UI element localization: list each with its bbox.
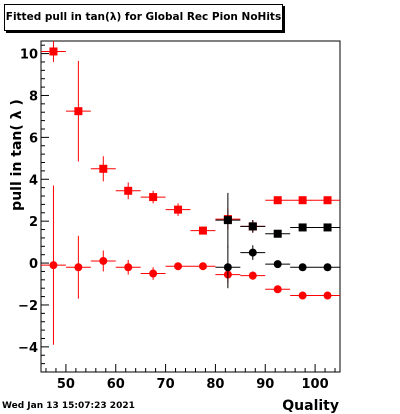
square-marker [323,196,332,205]
series-2 [41,185,340,345]
x-tick-label: 100 [302,377,329,392]
square-marker [323,223,332,232]
circle-marker [298,263,307,272]
square-marker [124,186,133,195]
chart-title: Fitted pull in tan(λ) for Global Rec Pio… [5,11,282,23]
x-tick-label: 70 [157,377,175,392]
y-tick-label: 4 [29,173,38,188]
circle-marker [323,263,332,272]
circle-marker [323,291,332,300]
x-tick-label: 80 [206,377,224,392]
square-marker [223,216,232,225]
series-0 [41,41,340,235]
y-tick-label: −4 [18,341,38,356]
y-axis-label: pull in tan( λ ) [9,99,25,211]
square-marker [298,223,307,232]
square-marker [174,205,183,214]
x-tick-label: 90 [256,377,274,392]
square-marker [49,47,58,56]
y-tick-label: −2 [18,299,38,314]
circle-marker [174,262,183,271]
circle-marker [149,269,158,278]
circle-marker [273,285,282,294]
square-marker [149,193,158,202]
x-tick-label: 60 [107,377,125,392]
square-marker [298,196,307,205]
square-marker [99,164,108,173]
x-axis-label: Quality [282,398,339,414]
circle-marker [273,260,282,269]
square-marker [198,226,207,235]
square-marker [74,107,83,116]
y-tick-label: 2 [29,215,38,230]
timestamp: Wed Jan 13 15:07:23 2021 [2,401,135,411]
circle-marker [298,291,307,300]
circle-marker [99,256,108,265]
plot-frame [40,40,341,373]
y-tick-label: 0 [29,257,38,272]
axes: 50 60 70 80 90 100 −4 −2 0 2 4 6 8 10 [18,44,336,392]
circle-marker [248,248,257,257]
x-tick-label: 50 [57,377,75,392]
circle-marker [198,262,207,271]
chart-title-box: Fitted pull in tan(λ) for Global Rec Pio… [4,4,283,31]
circle-marker [223,263,232,272]
series-1 [215,192,340,248]
series-layer [41,41,340,345]
circle-marker [124,263,133,272]
circle-marker [49,261,58,270]
circle-marker [248,271,257,280]
y-tick-label: 8 [29,89,38,104]
square-marker [248,222,257,231]
y-tick-label: 10 [20,48,38,63]
y-tick-label: 6 [29,131,38,146]
series-3 [215,245,340,289]
square-marker [273,229,282,238]
circle-marker [74,263,83,272]
square-marker [273,196,282,205]
